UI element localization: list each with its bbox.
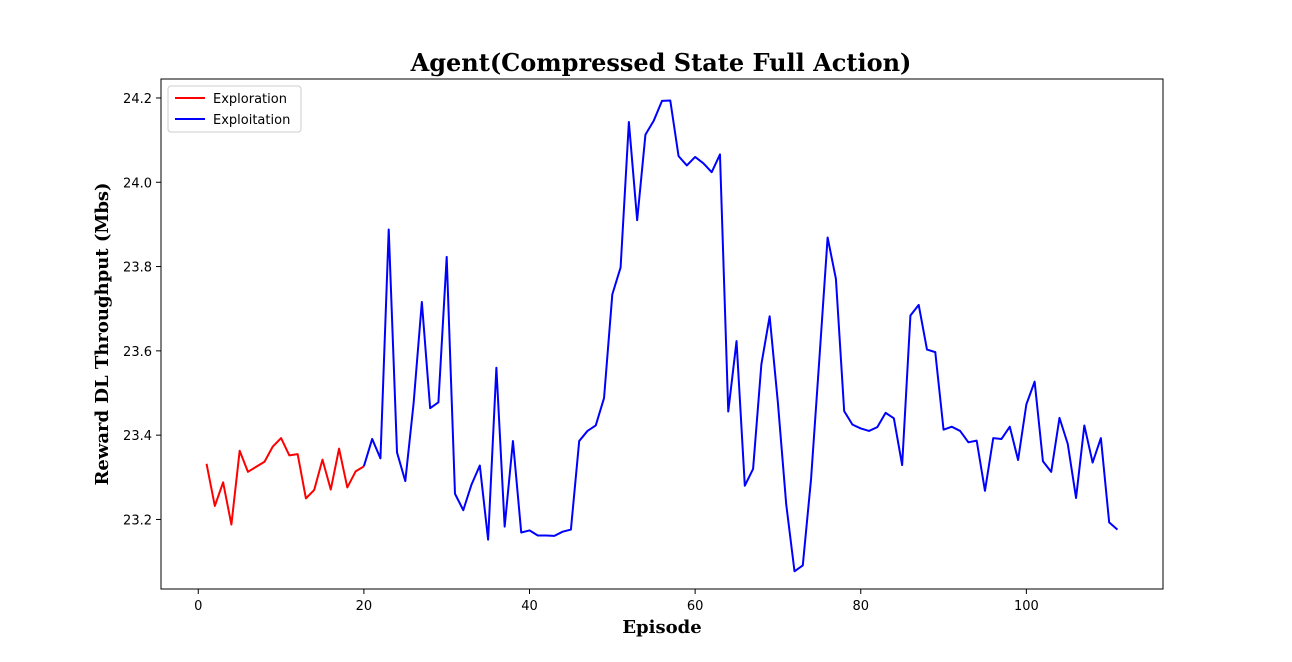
y-tick-label: 23.4 — [123, 429, 152, 444]
x-tick-label: 60 — [687, 599, 704, 614]
y-axis-label: Reward DL Throughput (Mbs) — [92, 182, 113, 485]
y-axis-ticks: 23.2 23.4 23.6 23.8 24.0 24.2 — [123, 92, 161, 528]
plot-frame — [160, 78, 1164, 590]
x-tick-label: 20 — [356, 599, 373, 614]
y-tick-label: 23.8 — [123, 261, 152, 276]
series-layer — [205, 99, 1119, 573]
y-tick-label: 23.6 — [123, 345, 152, 360]
x-tick-label: 40 — [521, 599, 538, 614]
y-tick-label: 23.2 — [123, 513, 152, 528]
x-tick-label: 100 — [1014, 599, 1039, 614]
legend-label-exploration: Exploration — [213, 92, 287, 107]
y-tick-label: 24.2 — [123, 92, 152, 107]
y-tick-label: 24.0 — [123, 176, 152, 191]
x-tick-label: 80 — [852, 599, 869, 614]
series-line-exploration — [205, 437, 365, 526]
chart-title: Agent(Compressed State Full Action) — [410, 48, 912, 77]
series-line-exploitation — [362, 99, 1119, 573]
legend: Exploration Exploitation — [167, 85, 302, 133]
x-axis-label: Episode — [622, 617, 701, 638]
legend-label-exploitation: Exploitation — [213, 113, 290, 128]
x-tick-label: 0 — [194, 599, 202, 614]
x-axis-ticks: 0 20 40 60 80 100 — [194, 589, 1039, 614]
